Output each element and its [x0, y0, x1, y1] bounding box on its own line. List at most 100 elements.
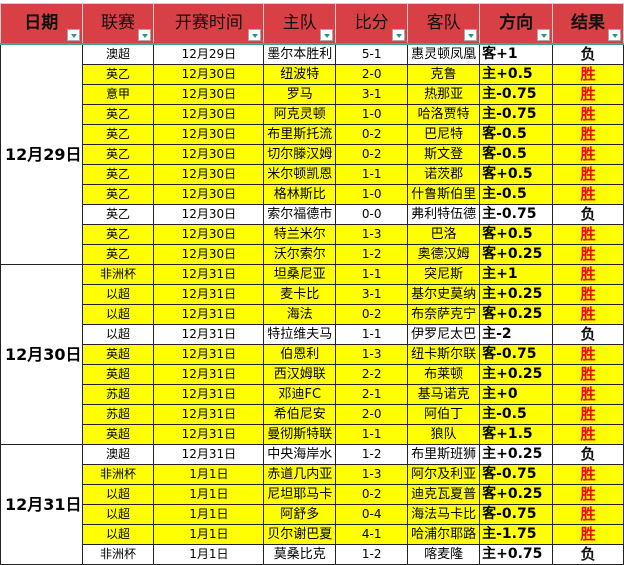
home-team-cell[interactable]: 格林斯比 — [263, 184, 337, 205]
result-cell[interactable]: 胜 — [552, 304, 624, 325]
result-cell[interactable]: 负 — [552, 204, 624, 225]
direction-cell[interactable]: 主+0 — [479, 384, 554, 405]
league-cell[interactable]: 以超 — [81, 524, 155, 545]
away-team-cell[interactable]: 巴洛 — [407, 224, 481, 245]
score-cell[interactable]: 1-1 — [335, 264, 409, 285]
away-team-cell[interactable]: 诺茨郡 — [407, 164, 481, 185]
score-cell[interactable]: 1-1 — [335, 324, 409, 345]
score-cell[interactable]: 3-1 — [335, 284, 409, 305]
result-cell[interactable]: 胜 — [552, 404, 624, 425]
away-team-cell[interactable]: 纽卡斯尔联 — [407, 344, 481, 365]
direction-cell[interactable]: 客+0.25 — [479, 484, 554, 505]
time-cell[interactable]: 1月1日 — [153, 464, 265, 485]
home-team-cell[interactable]: 阿克灵顿 — [263, 104, 337, 125]
time-cell[interactable]: 12月30日 — [153, 224, 265, 245]
league-cell[interactable]: 英乙 — [81, 144, 155, 165]
away-team-cell[interactable]: 热那亚 — [407, 84, 481, 105]
away-team-cell[interactable]: 奥德汉姆 — [407, 244, 481, 265]
direction-cell[interactable]: 主+1 — [479, 264, 554, 285]
result-cell[interactable]: 胜 — [552, 424, 624, 445]
direction-cell[interactable]: 客-0.75 — [479, 504, 554, 525]
direction-cell[interactable]: 客-0.75 — [479, 464, 554, 485]
score-cell[interactable]: 1-2 — [335, 444, 409, 465]
away-team-cell[interactable]: 基马诺克 — [407, 384, 481, 405]
score-cell[interactable]: 0-2 — [335, 484, 409, 505]
direction-cell[interactable]: 主+0.25 — [479, 444, 554, 465]
result-cell[interactable]: 胜 — [552, 504, 624, 525]
direction-cell[interactable]: 客-0.5 — [479, 124, 554, 145]
score-cell[interactable]: 1-3 — [335, 464, 409, 485]
away-team-cell[interactable]: 弗利特伍德 — [407, 204, 481, 225]
league-cell[interactable]: 非洲杯 — [81, 264, 155, 285]
result-cell[interactable]: 胜 — [552, 524, 624, 545]
home-team-cell[interactable]: 切尔滕汉姆 — [263, 144, 337, 165]
home-team-cell[interactable]: 希伯尼安 — [263, 404, 337, 425]
time-cell[interactable]: 1月1日 — [153, 504, 265, 525]
home-team-cell[interactable]: 伯恩利 — [263, 344, 337, 365]
result-cell[interactable]: 胜 — [552, 64, 624, 85]
league-cell[interactable]: 英乙 — [81, 124, 155, 145]
score-cell[interactable]: 4-1 — [335, 524, 409, 545]
time-cell[interactable]: 12月31日 — [153, 424, 265, 445]
away-team-cell[interactable]: 伊罗尼太巴 — [407, 324, 481, 345]
league-cell[interactable]: 澳超 — [81, 444, 155, 465]
result-cell[interactable]: 负 — [552, 324, 624, 345]
result-cell[interactable]: 胜 — [552, 464, 624, 485]
result-cell[interactable]: 胜 — [552, 124, 624, 145]
league-cell[interactable]: 以超 — [81, 304, 155, 325]
away-team-cell[interactable]: 布奈萨克宁 — [407, 304, 481, 325]
result-cell[interactable]: 胜 — [552, 484, 624, 505]
home-team-cell[interactable]: 西汉姆联 — [263, 364, 337, 385]
league-cell[interactable]: 苏超 — [81, 404, 155, 425]
home-team-cell[interactable]: 中央海岸水 — [263, 444, 337, 465]
time-cell[interactable]: 12月31日 — [153, 384, 265, 405]
away-team-cell[interactable]: 克鲁 — [407, 64, 481, 85]
home-team-cell[interactable]: 特拉维夫马 — [263, 324, 337, 345]
home-team-cell[interactable]: 尼坦耶马卡 — [263, 484, 337, 505]
league-cell[interactable]: 英乙 — [81, 204, 155, 225]
filter-dropdown-icon[interactable] — [608, 29, 621, 41]
home-team-cell[interactable]: 米尔顿凯恩 — [263, 164, 337, 185]
league-cell[interactable]: 英超 — [81, 364, 155, 385]
time-cell[interactable]: 1月1日 — [153, 524, 265, 545]
filter-dropdown-icon[interactable] — [248, 29, 262, 41]
time-cell[interactable]: 12月30日 — [153, 244, 265, 265]
time-cell[interactable]: 12月30日 — [153, 64, 265, 85]
direction-cell[interactable]: 主-0.5 — [479, 184, 554, 205]
home-team-cell[interactable]: 邓迪FC — [263, 384, 337, 405]
date-cell[interactable]: 12月29日 — [0, 43, 83, 265]
score-cell[interactable]: 1-0 — [335, 184, 409, 205]
league-cell[interactable]: 英乙 — [81, 244, 155, 265]
filter-dropdown-icon[interactable] — [537, 29, 551, 41]
league-cell[interactable]: 英乙 — [81, 104, 155, 125]
time-cell[interactable]: 12月31日 — [153, 264, 265, 285]
filter-dropdown-icon[interactable] — [320, 29, 334, 41]
away-team-cell[interactable]: 布里斯班狮 — [407, 444, 481, 465]
direction-cell[interactable]: 主-2 — [479, 324, 554, 345]
time-cell[interactable]: 12月31日 — [153, 344, 265, 365]
score-cell[interactable]: 1-1 — [335, 164, 409, 185]
direction-cell[interactable]: 主-0.75 — [479, 84, 554, 105]
home-team-cell[interactable]: 坦桑尼亚 — [263, 264, 337, 285]
home-team-cell[interactable]: 纽波特 — [263, 64, 337, 85]
direction-cell[interactable]: 客+1.5 — [479, 424, 554, 445]
filter-dropdown-icon[interactable] — [392, 29, 406, 41]
result-cell[interactable]: 胜 — [552, 144, 624, 165]
score-cell[interactable]: 0-2 — [335, 124, 409, 145]
home-team-cell[interactable]: 索尔福德市 — [263, 204, 337, 225]
league-cell[interactable]: 英超 — [81, 424, 155, 445]
score-cell[interactable]: 1-1 — [335, 424, 409, 445]
direction-cell[interactable]: 主-0.75 — [479, 204, 554, 225]
filter-dropdown-icon[interactable] — [138, 29, 152, 41]
direction-cell[interactable]: 客+0.25 — [479, 244, 554, 265]
time-cell[interactable]: 12月30日 — [153, 144, 265, 165]
score-cell[interactable]: 2-2 — [335, 364, 409, 385]
league-cell[interactable]: 以超 — [81, 504, 155, 525]
home-team-cell[interactable]: 莫桑比克 — [263, 544, 337, 565]
time-cell[interactable]: 12月31日 — [153, 324, 265, 345]
league-cell[interactable]: 非洲杯 — [81, 544, 155, 565]
score-cell[interactable]: 0-2 — [335, 144, 409, 165]
direction-cell[interactable]: 主-0.5 — [479, 404, 554, 425]
home-team-cell[interactable]: 贝尔谢巴夏 — [263, 524, 337, 545]
home-team-cell[interactable]: 布里斯托流 — [263, 124, 337, 145]
